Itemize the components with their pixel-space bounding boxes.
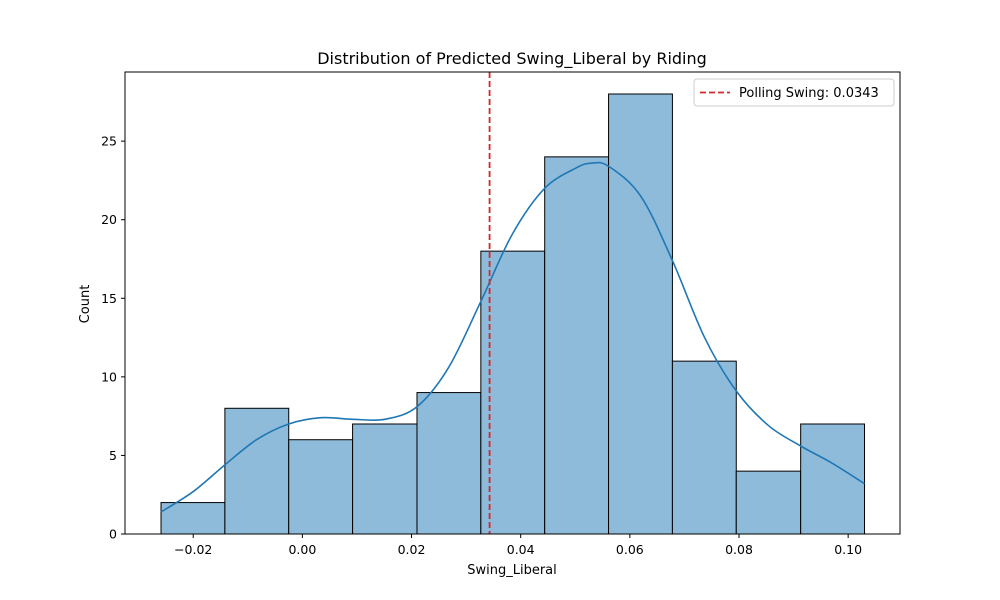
plot-frame: [124, 71, 901, 535]
legend-box: [693, 78, 895, 107]
x-tick-label: 0.00: [288, 542, 316, 557]
legend-label: Polling Swing: 0.0343: [739, 86, 879, 101]
y-tick-label: 15: [101, 291, 117, 306]
histogram-bar: [480, 250, 546, 535]
histogram-bar: [288, 439, 354, 535]
x-tick-label: 0.06: [616, 542, 644, 557]
histogram-bar: [735, 470, 802, 535]
histogram-bar: [671, 360, 737, 535]
x-tick-label: 0.08: [725, 542, 753, 557]
histogram-bar: [800, 423, 866, 535]
histogram-bar: [416, 392, 482, 535]
y-axis-label: Count: [78, 285, 93, 324]
y-tick-label: 10: [101, 369, 117, 384]
x-tick-label: 0.10: [834, 542, 862, 557]
kde-curve: [160, 161, 865, 513]
x-tick-label: 0.04: [507, 542, 535, 557]
y-tick-label: 20: [101, 212, 117, 227]
y-tick-label: 5: [109, 448, 117, 463]
y-axis-ticks: 0 5 10 15 20 25: [101, 134, 125, 542]
histogram-bar: [608, 93, 673, 535]
histogram-bar: [352, 423, 418, 535]
y-tick-label: 0: [109, 527, 117, 542]
legend: Polling Swing: 0.0343: [693, 78, 895, 107]
x-tick-label: −0.02: [174, 542, 212, 557]
x-axis-label: Swing_Liberal: [467, 563, 557, 578]
histogram-bars: [160, 93, 866, 535]
x-tick-label: 0.02: [398, 542, 426, 557]
histogram-bar: [224, 407, 290, 535]
plot-axes: [124, 71, 901, 535]
histogram-bar: [544, 156, 610, 535]
chart-title: Distribution of Predicted Swing_Liberal …: [317, 49, 707, 69]
y-tick-label: 25: [101, 134, 117, 149]
histogram-bar: [160, 502, 226, 535]
x-axis-ticks: −0.02 0.00 0.02 0.04 0.06 0.08 0.10: [174, 534, 862, 557]
kde-curve-group: [160, 161, 865, 513]
